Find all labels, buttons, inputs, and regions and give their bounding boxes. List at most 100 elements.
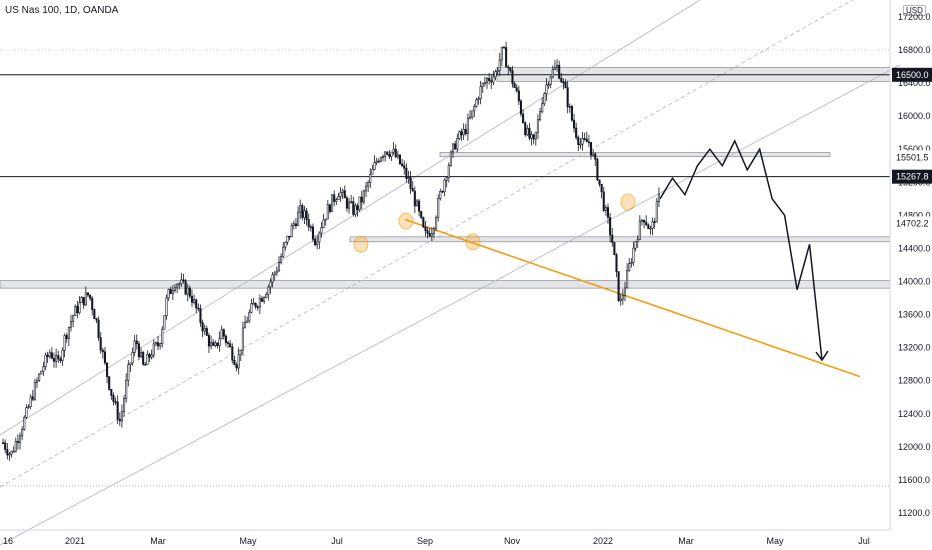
candle-body xyxy=(309,226,312,229)
candle-body xyxy=(233,359,236,365)
candle-body xyxy=(59,358,62,361)
candle-body xyxy=(585,138,588,143)
candle-body xyxy=(322,219,325,228)
candle-body xyxy=(371,169,374,175)
candle-body xyxy=(55,355,58,362)
candle-body xyxy=(114,401,117,403)
price-level-label: 16500.0 xyxy=(896,70,929,80)
candle-body xyxy=(74,306,77,316)
candle-body xyxy=(347,201,351,209)
candle-body xyxy=(224,335,227,343)
candle-body xyxy=(229,343,232,348)
candle-body xyxy=(600,183,603,193)
orange-circle-marker xyxy=(398,212,414,230)
candle-body xyxy=(50,352,53,359)
candle-body xyxy=(524,122,527,136)
candle-body xyxy=(163,315,166,330)
x-tick-label: Mar xyxy=(150,536,166,546)
candle-body xyxy=(260,298,264,302)
candle-body xyxy=(426,230,429,234)
candle-body xyxy=(401,163,404,167)
candle-body xyxy=(116,401,119,420)
candle-body xyxy=(388,154,391,157)
candle-body xyxy=(545,84,548,94)
candle-body xyxy=(326,204,329,220)
candle-body xyxy=(630,262,633,264)
candle-body xyxy=(466,117,469,134)
candle-body xyxy=(103,351,106,364)
candle-body xyxy=(112,395,115,402)
candle-body xyxy=(292,223,295,226)
candle-body xyxy=(125,379,128,399)
candle-body xyxy=(517,90,520,102)
channel-lines xyxy=(0,0,901,546)
candle-body xyxy=(481,83,484,87)
candle-body xyxy=(479,86,482,100)
candle-body xyxy=(146,353,149,365)
candle-body xyxy=(592,153,595,156)
candle-body xyxy=(454,143,457,150)
candle-body xyxy=(655,201,658,223)
candle-body xyxy=(439,190,442,199)
candle-body xyxy=(48,352,51,357)
candle-body xyxy=(131,352,134,364)
candle-body xyxy=(303,210,306,218)
candle-body xyxy=(441,190,444,193)
candle-body xyxy=(394,148,397,158)
candle-body xyxy=(490,80,493,83)
candle-body xyxy=(645,221,648,226)
candle-body xyxy=(354,205,357,215)
orange-circle-marker xyxy=(353,235,369,253)
candle-body xyxy=(541,103,544,113)
grid xyxy=(0,49,890,487)
candle-body xyxy=(82,297,85,306)
candle-body xyxy=(379,157,382,162)
candle-body xyxy=(598,179,601,185)
candle-body xyxy=(528,128,531,139)
candle-body xyxy=(390,151,393,157)
candle-body xyxy=(636,239,639,243)
candle-body xyxy=(161,328,164,345)
candle-body xyxy=(367,182,370,187)
candle-body xyxy=(577,137,580,145)
candle-body xyxy=(203,328,206,332)
candle-body xyxy=(483,82,486,84)
candle-body xyxy=(252,302,255,305)
currency-badge[interactable]: USD xyxy=(903,5,926,16)
x-tick-label: May xyxy=(766,536,784,546)
candle-body xyxy=(443,180,446,193)
candle-body xyxy=(186,287,189,295)
candle-body xyxy=(556,64,559,68)
candle-body xyxy=(623,287,627,297)
candle-body xyxy=(207,335,210,347)
candle-body xyxy=(485,77,489,83)
candle-body xyxy=(265,294,268,298)
candle-body xyxy=(617,271,620,301)
candle-body xyxy=(144,363,147,366)
chart-title: US Nas 100, 1D, OANDA xyxy=(5,5,119,16)
candle-body xyxy=(602,191,605,211)
candle-body xyxy=(526,128,529,136)
candle-body xyxy=(488,77,491,81)
x-tick-label: 2021 xyxy=(65,536,85,546)
candle-body xyxy=(606,207,610,218)
candle-body xyxy=(437,198,440,218)
candle-body xyxy=(519,100,523,115)
price-axis: 11200.0 11600.0 12000.0 12400.0 12800.0 13200… xyxy=(889,0,932,530)
candle-body xyxy=(84,292,87,306)
candle-body xyxy=(572,119,576,129)
candle-body xyxy=(420,211,423,218)
candle-body xyxy=(273,272,276,275)
candle-body xyxy=(509,67,512,71)
candle-body xyxy=(566,87,569,108)
y-tick-label: 12800.0 xyxy=(898,376,931,386)
candle-body xyxy=(2,442,5,445)
candle-body xyxy=(67,326,70,339)
candle-body xyxy=(352,201,355,215)
candle-body xyxy=(640,219,644,222)
candle-body xyxy=(18,435,22,443)
candle-body xyxy=(615,254,618,272)
projection-path xyxy=(659,139,823,361)
y-tick-label: 16000.0 xyxy=(898,111,931,121)
